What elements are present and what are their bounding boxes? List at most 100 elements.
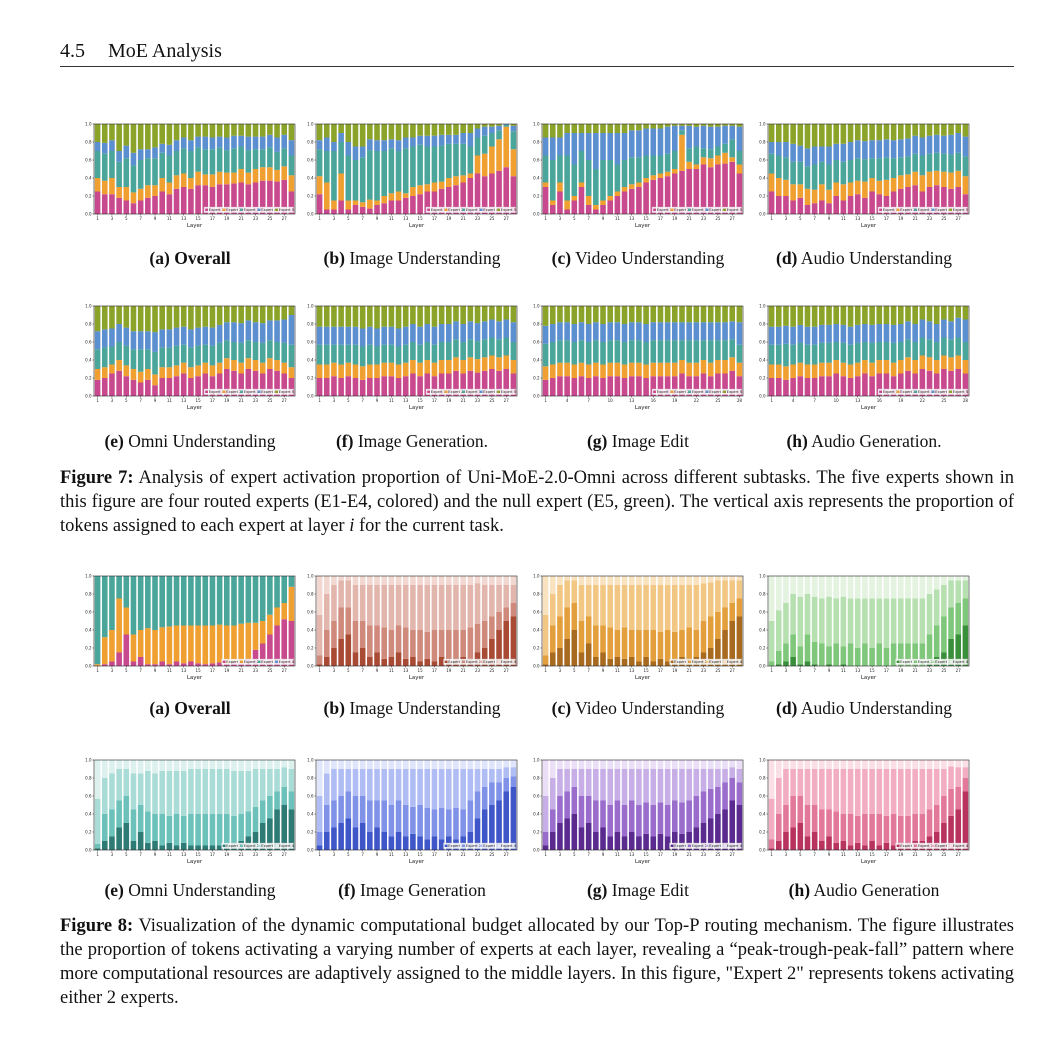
bar-expert-4-layer-28 [510, 125, 517, 132]
bar-expert-4-layer-16 [876, 140, 883, 159]
chart-f8e: 0.0 0.2 0.4 0.6 0.8 1.0 1 3 5 7 9 11 13 15 17 19 21 23 25 2… [82, 754, 322, 872]
bar-expert-2-layer-7 [585, 616, 592, 644]
bar-expert-1-layer-14 [188, 188, 194, 214]
bar-expert-3-layer-9 [826, 164, 832, 190]
bar-expert-4-layer-9 [600, 133, 606, 160]
bar-expert-2-layer-14 [636, 362, 642, 377]
legend-swatch [444, 390, 448, 393]
bar-expert-4-layer-14 [636, 130, 642, 158]
x-tick-label: 17 [432, 852, 438, 857]
bar-expert-3-layer-1 [316, 344, 323, 365]
section-heading: 4.5 MoE Analysis [60, 40, 1014, 67]
bar-expert-4-layer-24 [933, 134, 940, 153]
x-axis-label: Layer [409, 859, 425, 865]
bar-expert-4-layer-16 [650, 128, 657, 156]
bar-expert-1-layer-21 [912, 373, 918, 396]
bar-expert-2-layer-3 [557, 182, 563, 192]
legend [203, 206, 294, 213]
bar-expert-2-layer-23 [474, 359, 481, 373]
bar-expert-3-layer-18 [664, 340, 671, 363]
bar-expert-3-layer-19 [446, 342, 452, 360]
bar-expert-4-layer-8 [819, 324, 825, 343]
bar-expert-2-layer-9 [600, 200, 606, 205]
bar-expert-2-layer-27 [729, 778, 736, 801]
bar-expert-3-layer-26 [948, 766, 954, 789]
bar-expert-3-layer-24 [481, 135, 488, 154]
bar-expert-4-layer-20 [453, 760, 459, 769]
bar-expert-4-layer-7 [359, 328, 366, 347]
bar-expert-1-layer-8 [145, 379, 151, 396]
bar-expert-2-layer-17 [657, 362, 664, 377]
x-tick-label: 7 [813, 216, 816, 221]
subfigure-tag: (f) [335, 431, 354, 451]
chart-f7g: 0.0 0.2 0.4 0.6 0.8 1.0 1 4 7 10 13 16 19 22 25 28 Layer… [530, 300, 770, 418]
bar-expert-4-layer-20 [231, 760, 237, 771]
subfigure-caption: (a) Overall [70, 248, 310, 269]
y-tick-label: 0.0 [533, 211, 540, 216]
x-tick-label: 15 [418, 668, 424, 673]
bar-expert-2-layer-14 [636, 805, 642, 837]
bar-expert-3-layer-11 [388, 769, 395, 805]
bar-expert-2-layer-16 [650, 805, 657, 837]
legend [877, 388, 968, 395]
x-tick-label: 15 [644, 852, 650, 857]
bar-expert-4-layer-18 [438, 576, 445, 585]
bar-expert-4-layer-4 [116, 324, 122, 342]
bar-expert-4-layer-14 [188, 329, 194, 348]
bar-expert-1-layer-24 [259, 823, 266, 850]
x-tick-label: 25 [489, 668, 495, 673]
y-tick-label: 0.6 [85, 609, 92, 614]
bar-expert-2-layer-19 [446, 809, 452, 837]
bar-expert-3-layer-2 [101, 347, 108, 368]
x-tick-label: 3 [111, 398, 114, 403]
bar-expert-3-layer-1 [768, 798, 775, 840]
legend-swatch [723, 660, 726, 663]
bar-expert-3-layer-28 [510, 767, 517, 777]
subfigure-tag: (c) [551, 248, 572, 268]
bar-expert-1-layer-8 [819, 376, 825, 396]
x-tick-label: 7 [361, 216, 364, 221]
bar-expert-5-layer-24 [259, 306, 266, 324]
bar-expert-3-layer-8 [145, 770, 151, 812]
bar-expert-4-layer-17 [883, 139, 890, 158]
bar-expert-1-layer-12 [395, 200, 402, 214]
figure-7-label: Figure 7: [60, 468, 134, 488]
bar-expert-3-layer-23 [252, 769, 259, 807]
bar-expert-5-layer-28 [962, 124, 969, 137]
bar-expert-3-layer-8 [819, 161, 825, 185]
bar-expert-3-layer-5 [797, 596, 804, 647]
bar-expert-1-layer-10 [381, 832, 387, 850]
x-tick-label: 17 [210, 216, 216, 221]
bar-expert-5-layer-7 [359, 124, 366, 147]
bar-expert-1-layer-14 [188, 661, 194, 666]
x-tick-label: 17 [210, 398, 216, 403]
bar-expert-2-layer-3 [557, 616, 563, 648]
bar-expert-5-layer-19 [898, 124, 904, 140]
bar-expert-3-layer-6 [352, 344, 359, 365]
bar-expert-4-layer-2 [549, 324, 556, 342]
chart-f7d: 0.0 0.2 0.4 0.6 0.8 1.0 1 3 5 7 9 11 13 15 17 19 21 23 25 2… [756, 118, 996, 236]
bar-expert-1-layer-12 [847, 378, 854, 396]
bar-expert-4-layer-2 [775, 142, 782, 156]
bar-expert-1-layer-25 [267, 818, 273, 850]
bar-expert-4-layer-6 [578, 576, 585, 585]
bar-expert-2-layer-14 [188, 625, 194, 662]
bar-expert-3-layer-14 [188, 151, 194, 178]
bar-expert-1-layer-8 [593, 832, 599, 850]
bar-expert-1-layer-9 [152, 385, 158, 396]
bar-expert-5-layer-8 [819, 124, 825, 147]
bar-expert-5-layer-9 [826, 306, 832, 325]
bar-expert-2-layer-22 [693, 630, 700, 657]
bar-expert-5-layer-12 [173, 124, 180, 141]
bar-expert-3-layer-15 [643, 342, 649, 365]
bar-expert-2-layer-18 [664, 171, 671, 177]
bar-expert-1-layer-23 [252, 182, 259, 214]
bar-expert-2-layer-19 [446, 178, 452, 187]
x-tick-label: 19 [898, 852, 904, 857]
bar-expert-3-layer-25 [267, 147, 273, 168]
chart-svg: 0.00.20.40.60.81.01 3 5 7 9 11 13 15 17 19 21 23 25 2… [533, 573, 744, 681]
bar-expert-5-layer-1 [542, 124, 549, 138]
x-tick-label: 9 [828, 668, 831, 673]
bar-expert-1-layer-1 [768, 378, 775, 396]
bar-expert-2-layer-7 [811, 641, 818, 665]
